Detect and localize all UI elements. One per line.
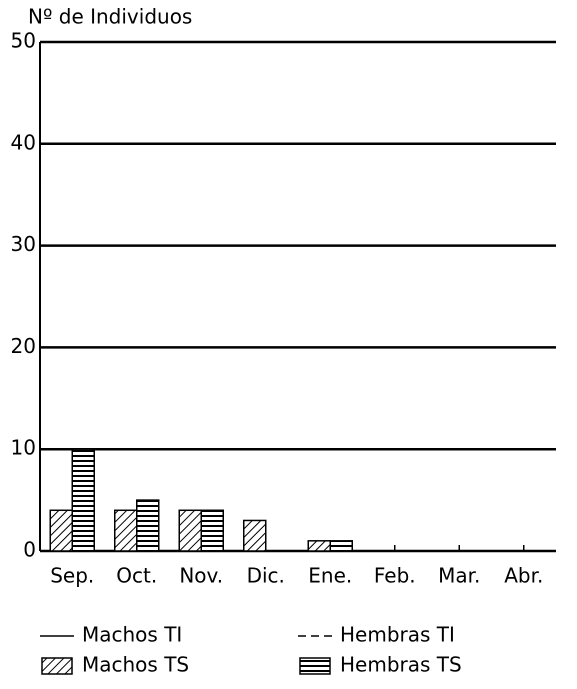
y-tick-label: 50 (11, 29, 36, 53)
bar (200, 509, 224, 552)
x-tick-label: Sep. (50, 564, 94, 588)
legend-swatch (299, 657, 331, 675)
x-tick-label: Dic. (247, 564, 285, 588)
legend-swatch (41, 657, 73, 675)
bar (243, 519, 267, 552)
bar (114, 509, 138, 552)
x-tick-label: Mar. (438, 564, 480, 588)
legend-label: Machos TS (82, 653, 189, 677)
legend-label: Hembras TS (340, 653, 462, 677)
bar (49, 509, 73, 552)
y-tick-label: 30 (11, 232, 36, 256)
legend-label: Hembras TI (340, 623, 455, 647)
y-tick-label: 0 (23, 538, 36, 562)
bar (307, 540, 331, 552)
x-tick-label: Ene. (308, 564, 352, 588)
y-tick-label: 40 (11, 130, 36, 154)
y-tick-label: 20 (11, 334, 36, 358)
y-axis-label: Nº de Individuos (28, 5, 192, 29)
bar (329, 540, 353, 552)
bar (178, 509, 202, 552)
x-tick-label: Oct. (116, 564, 157, 588)
bar (136, 499, 160, 552)
bar (71, 448, 95, 552)
x-tick-label: Abr. (504, 564, 543, 588)
y-tick-label: 10 (11, 436, 36, 460)
x-tick-label: Feb. (374, 564, 416, 588)
x-tick-label: Nov. (179, 564, 223, 588)
legend-label: Machos TI (82, 623, 182, 647)
